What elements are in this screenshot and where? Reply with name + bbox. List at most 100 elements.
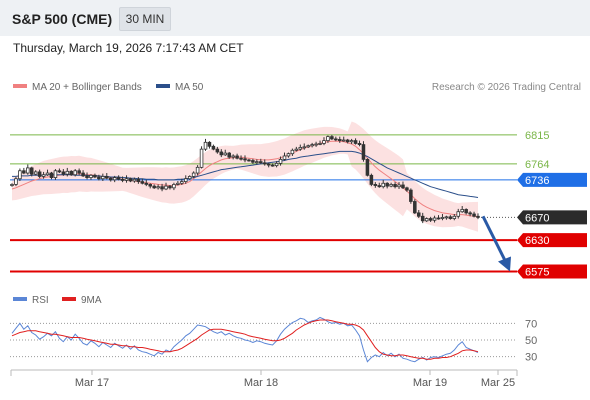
candle-body (132, 178, 137, 182)
candle-body (314, 143, 318, 146)
candle-body (33, 171, 38, 175)
candle-body (270, 164, 275, 167)
candle-body (199, 148, 204, 168)
level-text: 6575 (525, 266, 549, 278)
candle-body (14, 178, 18, 185)
candle-body (294, 148, 299, 151)
level-label-6670: 6670 (517, 210, 587, 225)
level-tag (517, 264, 587, 279)
candle-body (156, 186, 160, 189)
candle (144, 179, 149, 187)
candle (191, 171, 196, 179)
candle-body (369, 174, 374, 185)
level-label-6815: 6815 (525, 130, 549, 142)
candle-body (436, 217, 441, 220)
candle (476, 213, 480, 220)
candle (290, 148, 295, 156)
candle-body (266, 163, 271, 166)
candle (397, 182, 401, 189)
candle (452, 214, 457, 221)
interval-button[interactable]: 30 MIN (119, 7, 171, 31)
candle-body (381, 182, 385, 188)
candle (164, 182, 168, 191)
candle (128, 177, 133, 183)
candle-body (334, 138, 338, 141)
candle-body (69, 170, 74, 176)
candle (18, 168, 22, 181)
candle-body (144, 182, 149, 185)
candle (405, 186, 409, 192)
candle-body (432, 217, 437, 221)
candle (262, 159, 267, 166)
candle (223, 149, 228, 156)
candle-body (57, 170, 62, 173)
candle-body (262, 162, 267, 165)
candle-body (97, 176, 101, 180)
x-tick-label: Mar 25 (481, 377, 515, 389)
candle-body (286, 153, 291, 157)
candle-body (37, 171, 42, 177)
candle-body (93, 174, 97, 178)
candle (97, 174, 101, 181)
candle-body (73, 170, 77, 176)
candle (401, 181, 405, 189)
candle (180, 178, 184, 185)
legend-swatch-ma50 (156, 84, 170, 88)
x-tick-label: Mar 18 (244, 377, 278, 389)
candle (231, 154, 235, 160)
candle (428, 216, 433, 222)
candle-body (223, 152, 228, 156)
candle (239, 155, 243, 161)
candle (132, 177, 137, 183)
candle-body (330, 136, 334, 140)
candle (436, 215, 441, 220)
level-text: 6630 (525, 235, 549, 247)
candle-body (413, 201, 417, 214)
candle-body (440, 217, 445, 219)
rsi-legend: RSI 9MA (13, 295, 102, 306)
x-axis-ticks: Mar 17 Mar 18 Mar 19 Mar 25 (75, 370, 515, 389)
candle (148, 183, 152, 189)
candle-body (152, 185, 156, 189)
candle-body (10, 184, 14, 186)
candle-body (322, 140, 326, 144)
level-tag (517, 233, 587, 248)
x-tick-label: Mar 17 (75, 377, 109, 389)
instrument-title: S&P 500 (CME) (12, 11, 113, 27)
candle (270, 163, 275, 167)
rsi-tick-label: 70 (525, 318, 537, 330)
candle (361, 141, 366, 162)
candle (89, 174, 93, 180)
candle (318, 140, 322, 146)
candle-body (187, 176, 192, 180)
candle-body (124, 178, 129, 181)
legend-label-9ma: 9MA (81, 295, 102, 306)
candle (413, 199, 417, 214)
candle (432, 215, 437, 223)
candle (420, 212, 425, 224)
candle (215, 146, 220, 154)
candle-body (357, 143, 362, 145)
candle (310, 142, 314, 148)
candle (207, 141, 212, 149)
timestamp: Thursday, March 19, 2026 7:17:43 AM CET (13, 41, 244, 55)
candle-body (349, 140, 354, 143)
candle-body (393, 184, 397, 188)
candle-body (255, 161, 259, 164)
candle-body (85, 175, 89, 178)
candle-body (231, 155, 235, 158)
legend-swatch-ma20 (13, 84, 27, 88)
candle-body (160, 186, 164, 190)
candle (136, 177, 141, 184)
candle (369, 173, 374, 187)
candle (211, 144, 216, 151)
candle-body (365, 158, 370, 176)
candle-body (195, 166, 200, 174)
candle-body (183, 178, 188, 182)
candle (298, 144, 303, 151)
candle (227, 151, 231, 159)
bollinger-bands (12, 121, 478, 232)
level-text: 6670 (525, 212, 549, 224)
candle-body (326, 136, 330, 142)
